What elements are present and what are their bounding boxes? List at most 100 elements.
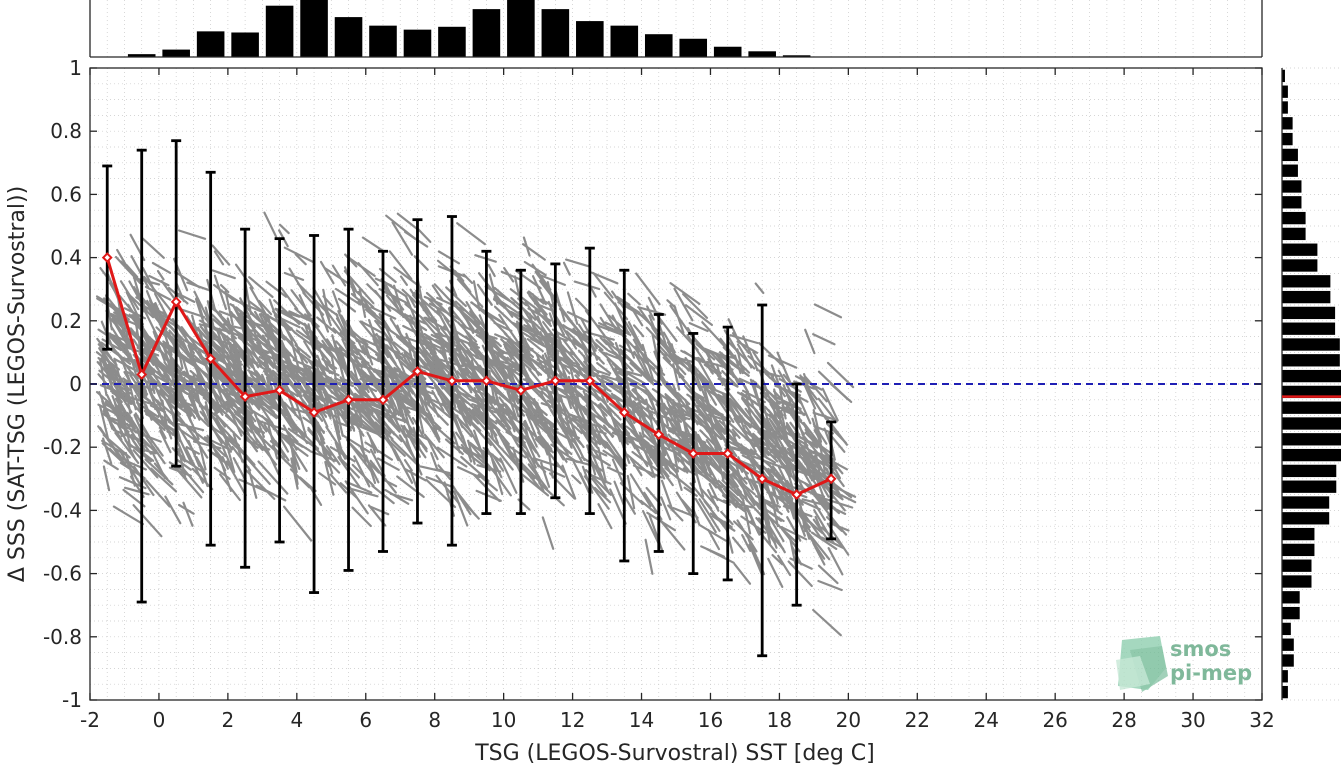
mean-marker: [308, 407, 320, 418]
scatter-point: [460, 324, 486, 338]
scatter-point: [192, 440, 222, 450]
scatter-point: [99, 384, 131, 398]
scatter-point: [771, 553, 784, 566]
scatter-point: [730, 465, 739, 474]
right-hist-bar: [1282, 401, 1341, 414]
scatter-point: [821, 454, 849, 471]
scatter-point: [155, 399, 184, 425]
scatter-point: [786, 482, 796, 512]
scatter-point: [177, 386, 192, 420]
scatter-point: [351, 506, 372, 528]
scatter-point: [274, 440, 290, 462]
scatter-point: [149, 299, 165, 334]
scatter-point: [313, 367, 330, 404]
scatter-point: [731, 536, 746, 553]
x-tick-label: 18: [767, 708, 792, 732]
scatter-point: [635, 272, 661, 306]
x-tick-label: 6: [359, 708, 372, 732]
scatter-point: [112, 505, 144, 526]
scatter-point: [595, 338, 609, 351]
scatter-point: [699, 524, 727, 542]
scatter-point: [331, 334, 340, 361]
ticks: [89, 67, 1263, 701]
scatter-point: [731, 472, 756, 507]
scatter-point: [749, 478, 760, 496]
scatter-point: [776, 400, 799, 409]
scatter-point: [211, 269, 236, 280]
y-tick-label: -0.4: [43, 498, 82, 522]
scatter-point: [718, 351, 750, 377]
scatter-point: [151, 451, 167, 480]
top-hist-bar: [438, 26, 466, 57]
scatter-point: [159, 429, 172, 454]
scatter-point: [610, 290, 626, 311]
scatter-point: [425, 291, 436, 302]
scatter-point: [594, 425, 607, 449]
scatter-point: [350, 415, 373, 432]
scatter-point: [767, 408, 776, 418]
scatter-point: [360, 320, 384, 335]
scatter-point: [387, 292, 410, 305]
mean-marker: [756, 473, 768, 485]
scatter-point: [748, 468, 763, 502]
scatter-point: [793, 443, 826, 467]
scatter-point: [611, 458, 625, 487]
scatter-point: [423, 316, 445, 337]
y-tick-label: -0.6: [43, 562, 82, 586]
right-hist-bar: [1282, 369, 1341, 383]
top-hist-bar: [265, 5, 294, 57]
scatter-point: [149, 337, 177, 370]
right-hist-bar: [1282, 69, 1285, 83]
top-hist-bar: [231, 32, 259, 57]
right-hist-bar: [1282, 227, 1306, 241]
scatter-point: [132, 504, 163, 538]
x-tick-label: 16: [698, 708, 723, 732]
scatter-point: [701, 321, 729, 351]
scatter-point: [145, 479, 171, 508]
scatter-point: [364, 308, 383, 324]
scatter-point: [719, 413, 729, 434]
scatter-point: [693, 365, 714, 389]
scatter-point: [354, 413, 383, 439]
scatter-point: [693, 371, 708, 402]
scatter-point: [188, 374, 220, 389]
scatter-point: [311, 320, 333, 351]
scatter-point: [537, 431, 553, 451]
scatter-point: [487, 437, 514, 471]
scatter-point: [682, 467, 699, 477]
scatter-point: [813, 303, 843, 319]
scatter-point: [247, 369, 266, 382]
scatter-point: [701, 377, 721, 401]
scatter-point: [566, 291, 579, 325]
scatter-point: [521, 243, 546, 261]
scatter-point: [817, 397, 838, 423]
scatter-point: [153, 379, 175, 404]
scatter-point: [748, 543, 763, 576]
scatter-point: [148, 274, 170, 287]
scatter-point: [526, 345, 553, 367]
scatter-point: [378, 313, 391, 331]
scatter-point: [219, 284, 230, 294]
scatter-point: [587, 415, 615, 438]
scatter-point: [236, 408, 251, 436]
scatter-point: [174, 411, 200, 443]
scatter-point: [538, 273, 567, 286]
scatter-point: [775, 488, 790, 505]
scatter-point: [282, 424, 298, 451]
scatter-point: [332, 403, 341, 434]
scatter-point: [495, 427, 514, 460]
scatter-point: [98, 404, 110, 441]
scatter-point: [191, 388, 209, 421]
scatter-point: [97, 403, 120, 416]
scatter-point: [741, 397, 765, 429]
scatter-point: [671, 383, 687, 421]
scatter-point: [579, 472, 590, 494]
scatter-point: [149, 376, 164, 405]
scatter-point: [249, 396, 278, 420]
scatter-point: [762, 386, 775, 398]
top-hist-bar: [369, 25, 397, 57]
scatter-point: [300, 327, 320, 351]
right-hist-bar: [1282, 685, 1288, 699]
scatter-point: [526, 338, 544, 353]
mean-marker: [377, 394, 389, 406]
